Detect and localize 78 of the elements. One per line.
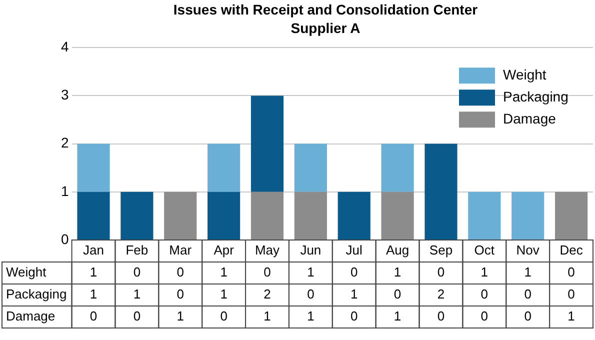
bar xyxy=(338,192,370,240)
bar xyxy=(512,192,544,240)
bar xyxy=(208,192,240,240)
data-label: 2 xyxy=(264,286,271,302)
data-label: 1 xyxy=(220,264,228,280)
bar xyxy=(208,144,240,192)
x-tick-label: Jul xyxy=(346,242,363,258)
data-label: 0 xyxy=(220,308,228,324)
data-label: 0 xyxy=(524,308,532,324)
data-label: 2 xyxy=(437,286,445,302)
data-label: 0 xyxy=(264,264,271,280)
data-label: 0 xyxy=(350,308,358,324)
data-label: 1 xyxy=(394,308,402,324)
data-label: 1 xyxy=(90,264,98,280)
x-tick-label: May xyxy=(254,242,280,258)
data-label: 1 xyxy=(394,264,402,280)
text: Packaging xyxy=(6,286,67,302)
data-label: 0 xyxy=(90,308,98,324)
y-tick-label: 2 xyxy=(60,134,69,151)
data-label: 1 xyxy=(176,308,184,324)
x-tick-label: Feb xyxy=(126,242,148,258)
x-tick-label: Aug xyxy=(386,242,410,258)
data-label: 0 xyxy=(307,286,314,302)
y-tick-label: 4 xyxy=(60,38,69,54)
data-label: 1 xyxy=(264,308,271,324)
data-label: 0 xyxy=(350,264,358,280)
legend-label: Packaging xyxy=(503,88,568,104)
data-label: 0 xyxy=(437,308,445,324)
bar xyxy=(120,192,154,240)
data-label: 1 xyxy=(480,264,488,280)
y-tick-label: 3 xyxy=(60,86,69,103)
bar xyxy=(381,144,414,192)
legend-label: Damage xyxy=(503,110,556,126)
data-label: 0 xyxy=(394,286,402,302)
bar xyxy=(164,192,197,240)
text: Weight xyxy=(6,264,46,280)
data-label: 0 xyxy=(176,286,184,302)
data-label: 0 xyxy=(480,286,488,302)
x-tick-label: Mar xyxy=(169,242,192,258)
chart-title: Issues with Receipt and Consolidation Center xyxy=(173,1,478,18)
chart-subtitle: Supplier A xyxy=(290,20,360,36)
y-tick-label: 0 xyxy=(60,230,69,247)
bar xyxy=(250,96,284,192)
x-tick-label: Sep xyxy=(429,242,453,258)
data-label: 0 xyxy=(176,264,184,280)
data-label: 1 xyxy=(90,286,98,302)
data-label: 1 xyxy=(133,286,141,302)
bar xyxy=(554,192,588,240)
bar xyxy=(77,144,110,192)
data-label: 1 xyxy=(307,308,314,324)
bar xyxy=(381,192,414,240)
legend-label: Weight xyxy=(503,66,546,82)
data-label: 0 xyxy=(524,286,532,302)
data-label: 0 xyxy=(568,264,575,280)
data-label: 0 xyxy=(568,286,575,302)
bar xyxy=(294,144,327,192)
x-tick-label: Dec xyxy=(560,242,584,258)
y-tick-label: 1 xyxy=(60,182,69,199)
bar xyxy=(424,144,458,240)
x-tick-label: Oct xyxy=(474,242,495,258)
bar xyxy=(250,192,284,240)
bar xyxy=(294,192,327,240)
bar xyxy=(77,192,110,240)
data-label: 0 xyxy=(437,264,445,280)
data-label: 0 xyxy=(133,308,141,324)
text: Damage xyxy=(6,308,56,324)
data-label: 1 xyxy=(350,286,358,302)
x-tick-label: Apr xyxy=(214,242,235,258)
data-label: 0 xyxy=(480,308,488,324)
bar xyxy=(468,192,501,240)
data-label: 1 xyxy=(220,286,228,302)
x-tick-label: Jan xyxy=(83,242,104,258)
data-label: 0 xyxy=(133,264,141,280)
x-tick-label: Nov xyxy=(516,242,540,258)
data-label: 1 xyxy=(524,264,532,280)
x-tick-label: Jun xyxy=(300,242,322,258)
data-label: 1 xyxy=(307,264,314,280)
data-label: 1 xyxy=(568,308,575,324)
